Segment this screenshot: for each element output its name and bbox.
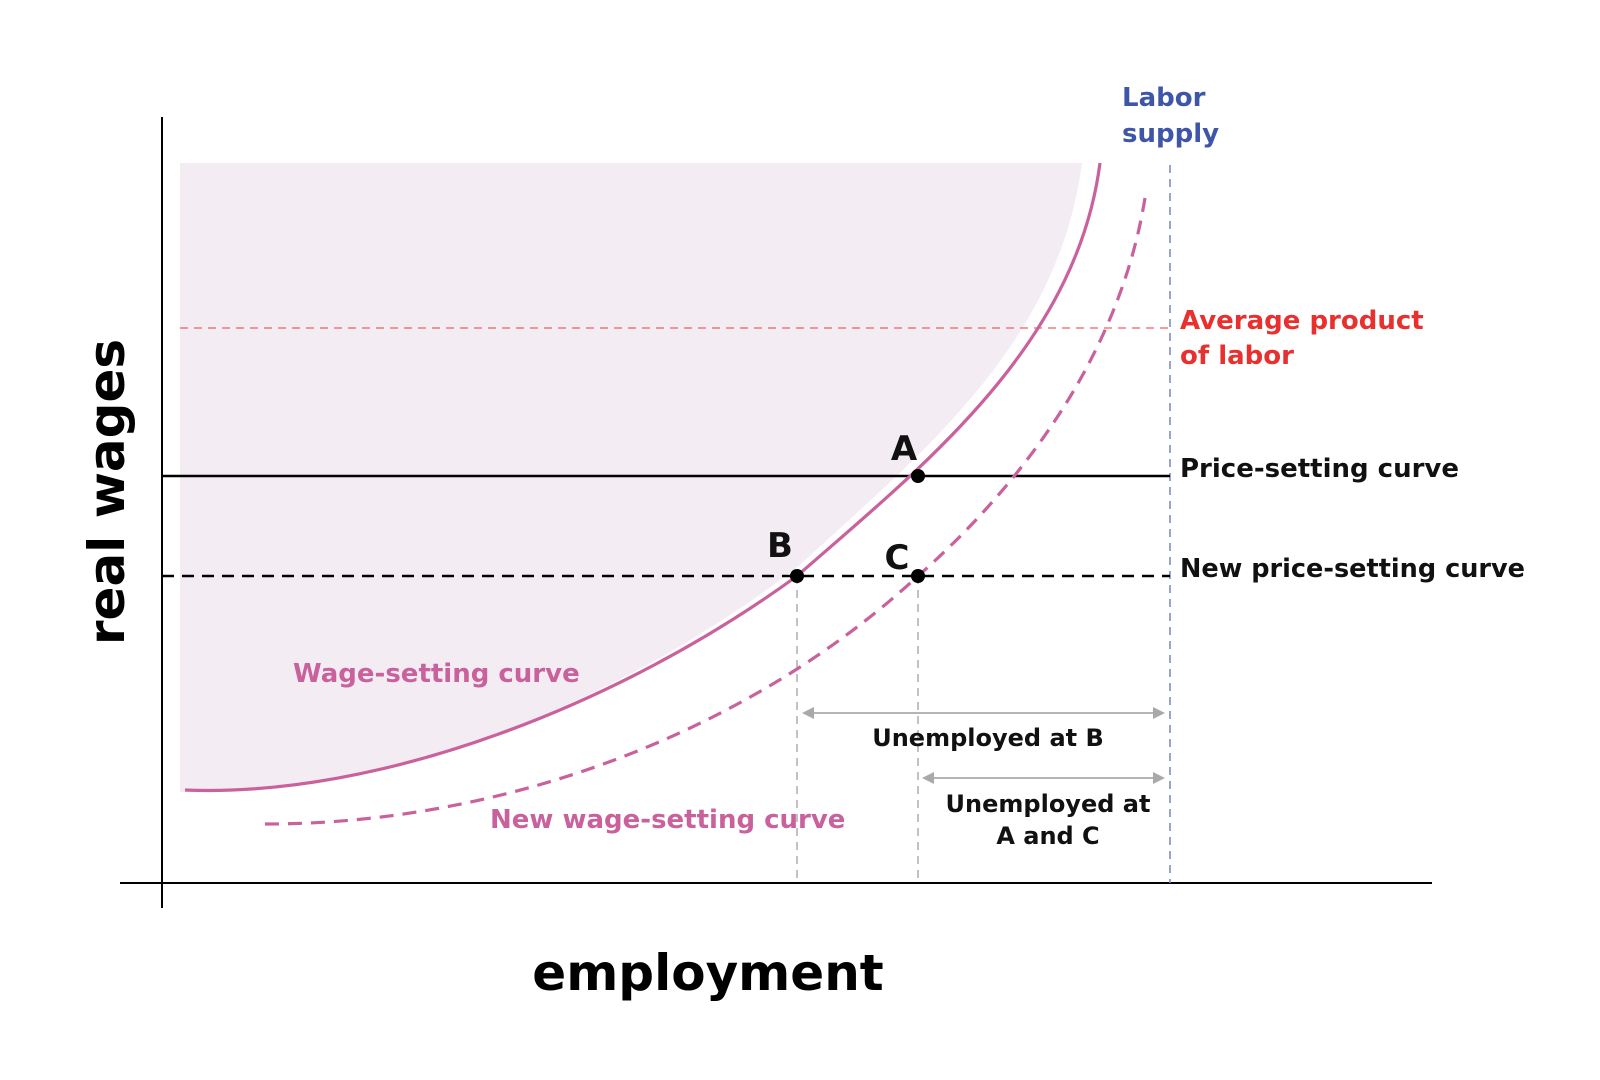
new-wage-setting-curve <box>257 197 1147 826</box>
new-wage-setting-label: New wage-setting curve <box>490 805 845 835</box>
average-product-label-line1: Average product <box>1180 306 1424 336</box>
labor-supply-label-line2: supply <box>1122 119 1219 149</box>
x-axis-title: employment <box>532 944 883 1002</box>
y-axis-title: real wages <box>78 339 136 645</box>
shaded-region <box>180 163 1082 793</box>
unemployed-ac-label-line1: Unemployed at <box>946 790 1151 818</box>
point-c-label: C <box>885 538 910 578</box>
unemployed-b-label: Unemployed at B <box>872 724 1104 752</box>
span-unemployed-b <box>802 707 1165 719</box>
labor-supply-label-line1: Labor <box>1122 83 1206 113</box>
average-product-label-line2: of labor <box>1180 341 1294 371</box>
point-b-label: B <box>767 526 793 566</box>
unemployed-ac-label-line2: A and C <box>996 822 1099 850</box>
span-unemployed-ac <box>922 772 1165 784</box>
new-price-setting-label: New price-setting curve <box>1180 554 1525 584</box>
point-a <box>911 469 925 483</box>
wage-setting-label: Wage-setting curve <box>293 659 580 689</box>
point-c <box>911 569 925 583</box>
point-b <box>790 569 804 583</box>
price-setting-label: Price-setting curve <box>1180 454 1459 484</box>
point-a-label: A <box>891 429 918 469</box>
